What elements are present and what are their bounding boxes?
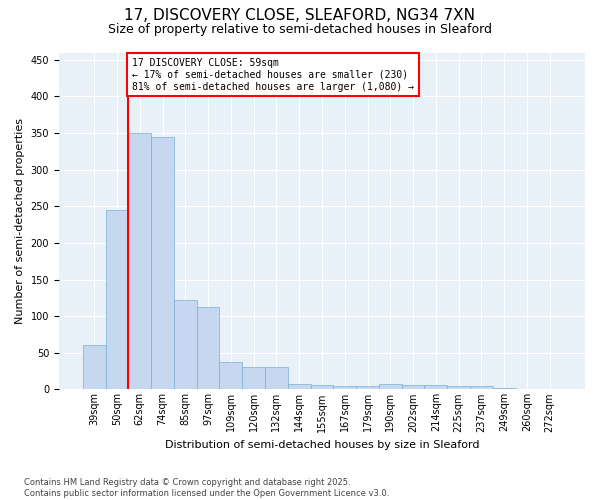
Bar	[401, 385, 424, 390]
Text: 17 DISCOVERY CLOSE: 59sqm
← 17% of semi-detached houses are smaller (230)
81% of: 17 DISCOVERY CLOSE: 59sqm ← 17% of semi-…	[132, 58, 414, 92]
Bar	[379, 384, 401, 390]
Y-axis label: Number of semi-detached properties: Number of semi-detached properties	[15, 118, 25, 324]
Bar	[128, 133, 151, 390]
Bar	[334, 386, 356, 390]
Bar	[197, 306, 220, 390]
Bar	[83, 346, 106, 390]
Bar	[538, 388, 561, 390]
X-axis label: Distribution of semi-detached houses by size in Sleaford: Distribution of semi-detached houses by …	[165, 440, 479, 450]
Bar	[424, 385, 447, 390]
Bar	[265, 368, 288, 390]
Bar	[470, 386, 493, 390]
Bar	[493, 388, 515, 390]
Text: Contains HM Land Registry data © Crown copyright and database right 2025.
Contai: Contains HM Land Registry data © Crown c…	[24, 478, 389, 498]
Bar	[151, 136, 174, 390]
Bar	[174, 300, 197, 390]
Bar	[242, 368, 265, 390]
Text: 17, DISCOVERY CLOSE, SLEAFORD, NG34 7XN: 17, DISCOVERY CLOSE, SLEAFORD, NG34 7XN	[125, 8, 476, 22]
Bar	[220, 362, 242, 390]
Bar	[311, 385, 334, 390]
Text: Size of property relative to semi-detached houses in Sleaford: Size of property relative to semi-detach…	[108, 22, 492, 36]
Bar	[356, 386, 379, 390]
Bar	[106, 210, 128, 390]
Bar	[447, 386, 470, 390]
Bar	[515, 388, 538, 390]
Bar	[288, 384, 311, 390]
